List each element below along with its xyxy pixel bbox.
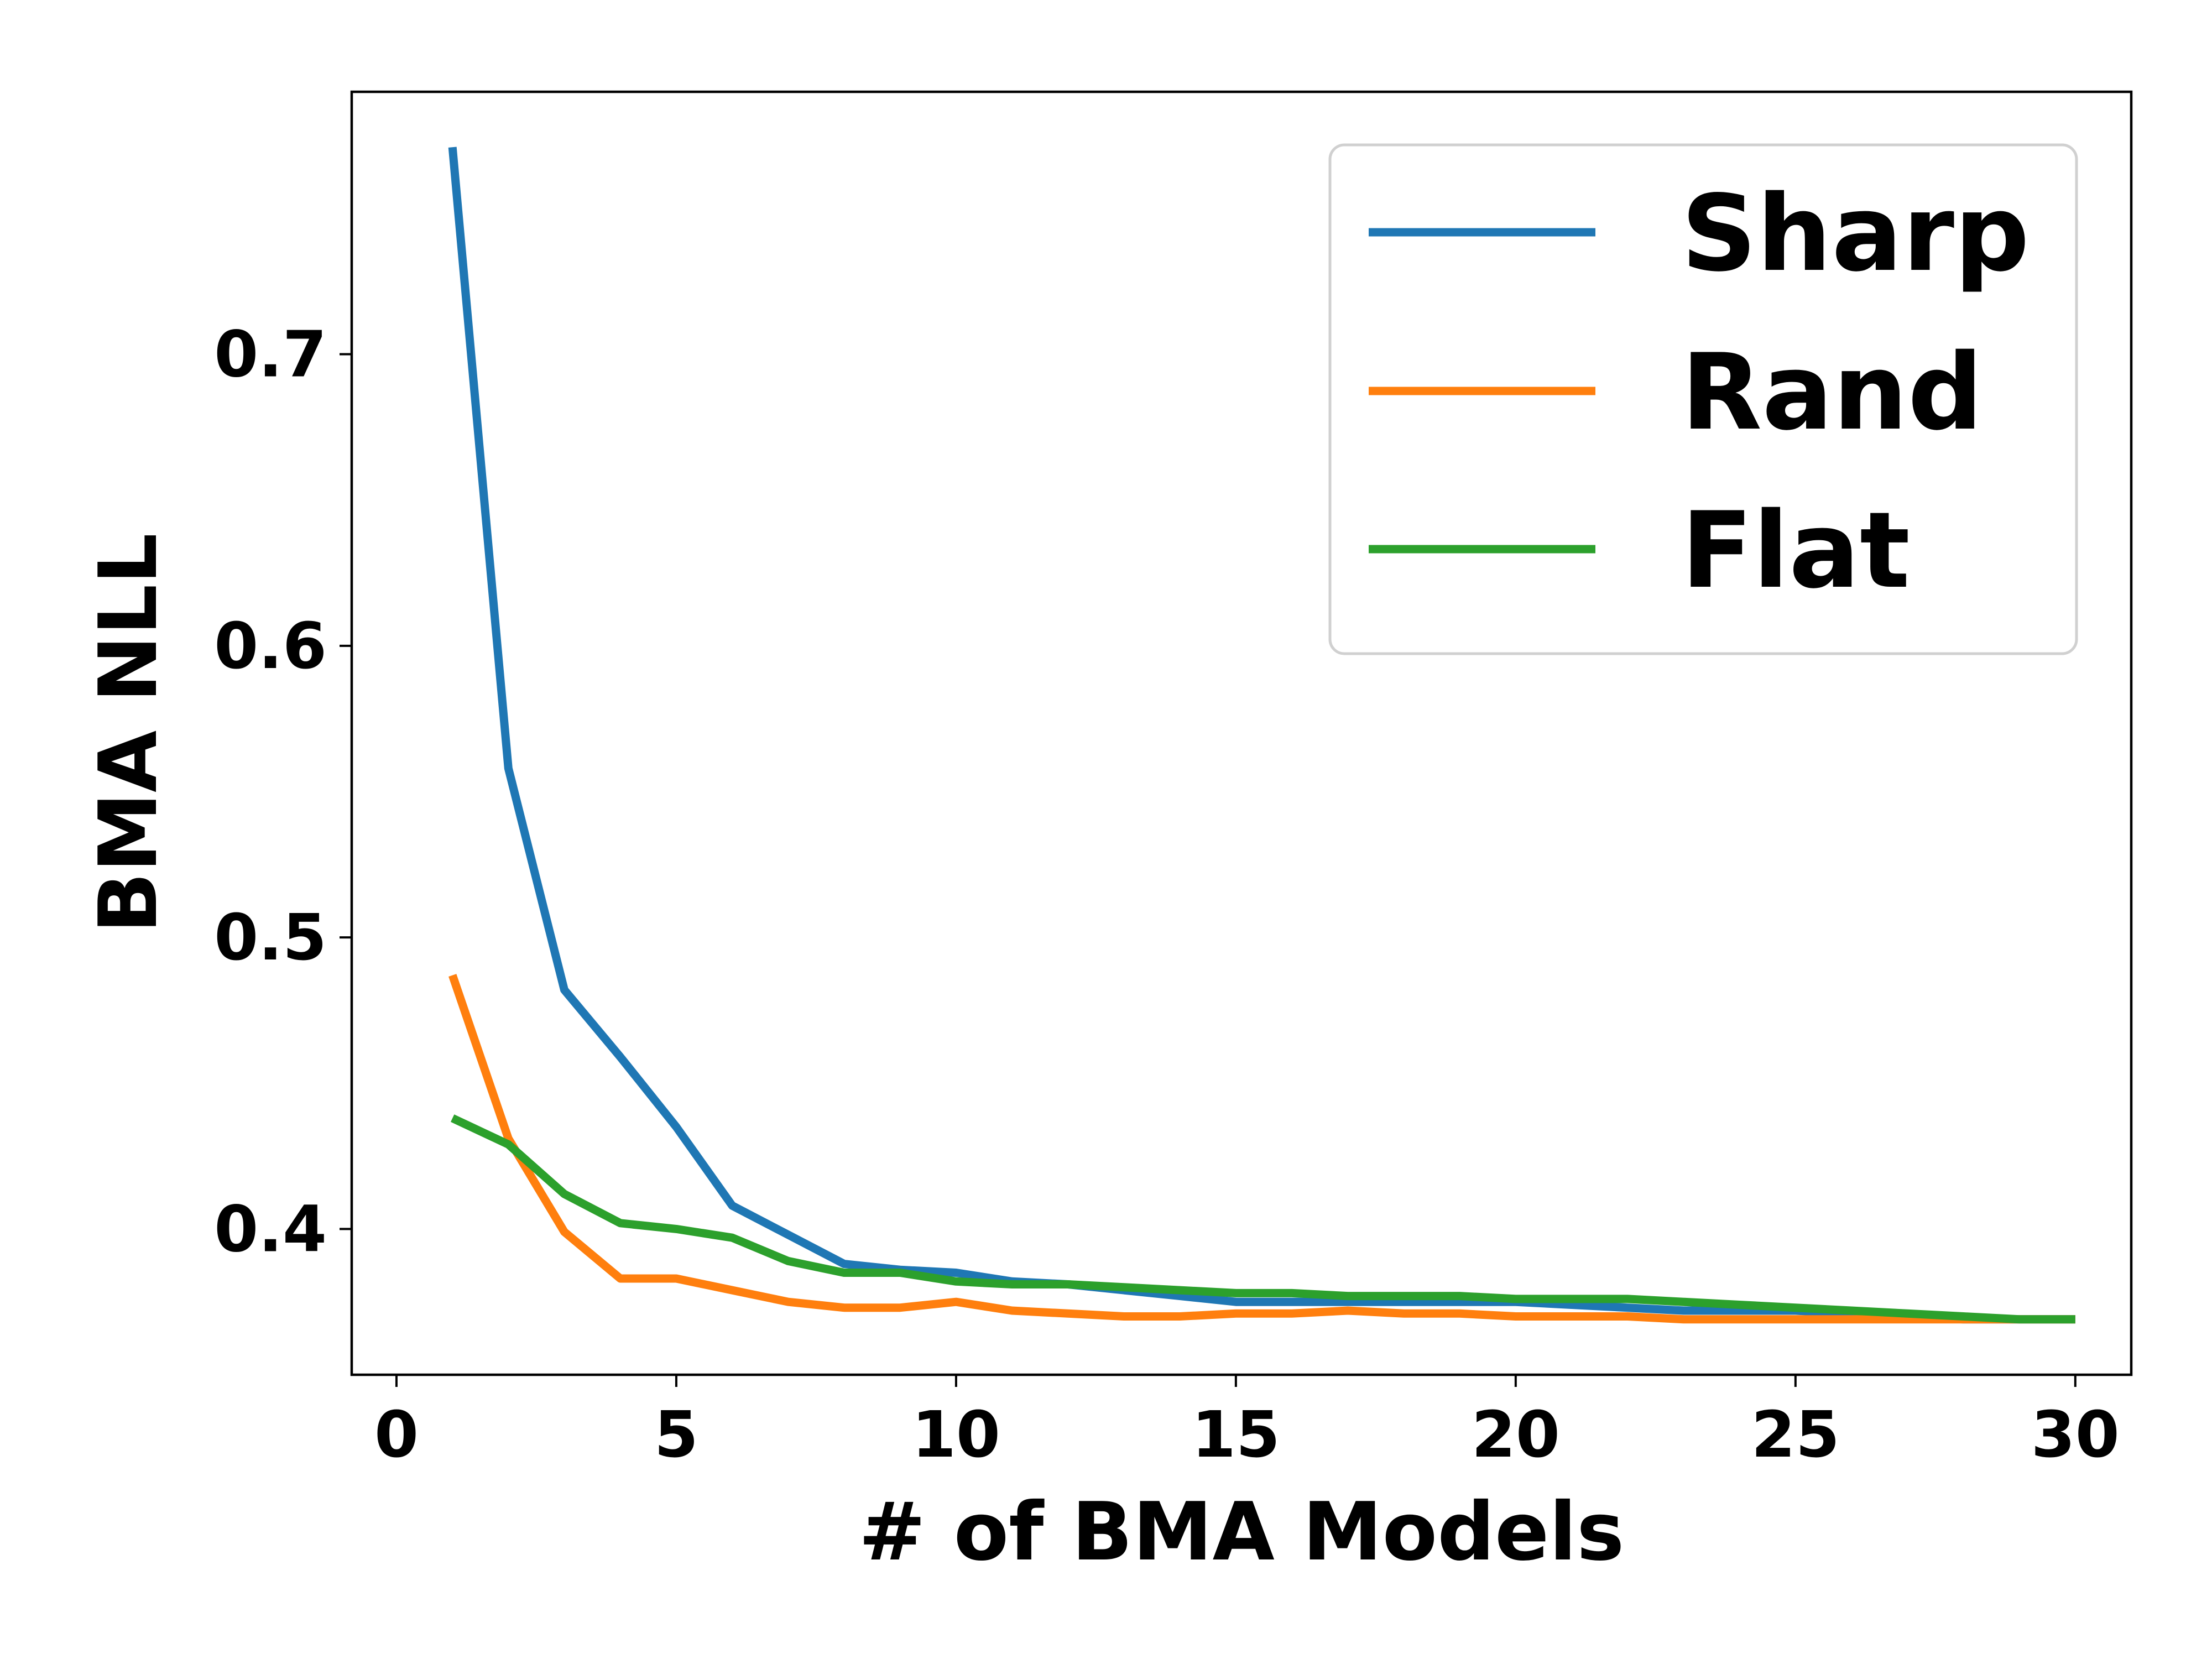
legend: Sharp Rand Flat <box>1328 143 2078 655</box>
y-axis-title: BMA NLL <box>82 533 175 933</box>
legend-label-sharp: Sharp <box>1681 173 2030 295</box>
x-tick-label: 20 <box>1472 1398 1560 1472</box>
series-line-rand <box>448 974 2075 1324</box>
x-tick-label: 25 <box>1751 1398 1840 1472</box>
legend-box <box>1328 143 2078 655</box>
legend-label-rand: Rand <box>1681 331 1983 453</box>
x-tick-label: 15 <box>1192 1398 1280 1472</box>
x-tick-label: 0 <box>374 1398 419 1472</box>
axes-group: 0 5 10 15 20 25 30 0.4 0.5 0.6 0.7 <box>214 90 2133 1472</box>
y-tick-label: 0.6 <box>214 609 327 684</box>
y-tick-label: 0.4 <box>214 1192 327 1266</box>
x-tick-label: 30 <box>2031 1398 2120 1472</box>
series-group <box>448 147 2075 1324</box>
y-tick-label: 0.5 <box>214 901 327 975</box>
x-axis-title: # of BMA Models <box>859 1485 1625 1579</box>
series-line-flat <box>451 1114 2075 1324</box>
x-tick-label: 5 <box>654 1398 698 1472</box>
axes-frame <box>350 90 2133 1376</box>
x-tick-label: 10 <box>912 1398 1000 1472</box>
legend-label-flat: Flat <box>1681 489 1910 612</box>
y-tick-label: 0.7 <box>214 318 327 392</box>
